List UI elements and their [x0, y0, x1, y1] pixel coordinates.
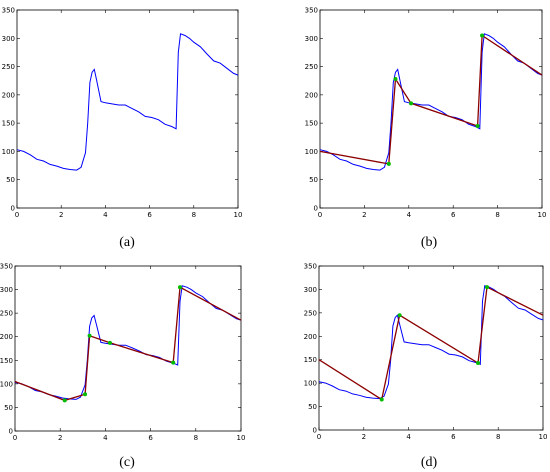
breakpoint-marker: [171, 360, 176, 365]
y-tick-label: 0: [11, 205, 15, 213]
breakpoint-marker: [397, 313, 402, 318]
x-tick-label: 0: [318, 211, 322, 219]
axes-frame: [319, 9, 543, 209]
panel-label: (c): [119, 455, 135, 470]
panel-4: 0 50 100 150 200 250 300 350 0 2 4 6 8 10 (d): [304, 263, 548, 471]
x-tick-label: 8: [192, 211, 196, 219]
fit-line: [319, 34, 543, 165]
breakpoint-marker: [177, 285, 182, 290]
y-tick-label: 0: [314, 205, 318, 213]
x-tick-label: 4: [407, 211, 412, 219]
breakpoint-marker: [475, 123, 480, 128]
y-tick-label: 50: [309, 176, 318, 184]
signal-line: [319, 33, 543, 171]
y-tick-label: 200: [304, 333, 317, 341]
panel-label: (b): [421, 235, 438, 250]
x-tick-label: 4: [103, 211, 108, 219]
x-tick-label: 10: [538, 211, 547, 219]
x-tick-label: 10: [237, 434, 246, 442]
axes-frame: [16, 9, 239, 209]
y-tick-label: 50: [4, 404, 13, 412]
y-tick-label: 350: [2, 7, 15, 15]
y-tick-label: 50: [308, 403, 317, 411]
x-tick-label: 2: [58, 434, 62, 442]
y-tick-label: 300: [2, 35, 15, 43]
y-tick-label: 350: [305, 7, 318, 15]
breakpoint-marker: [386, 161, 391, 166]
y-tick-label: 100: [2, 148, 15, 156]
x-tick-label: 6: [147, 211, 152, 219]
panel-3: 0 50 100 150 200 250 300 350 0 2 4 6 8 10 (c): [0, 263, 245, 471]
breakpoint-marker: [87, 333, 92, 338]
x-tick-label: 8: [496, 433, 500, 441]
y-tick-label: 100: [304, 380, 317, 388]
panel-label: (d): [421, 455, 438, 470]
fit-line: [14, 286, 242, 402]
y-tick-label: 0: [313, 427, 317, 435]
breakpoint-marker: [480, 33, 485, 38]
breakpoint-marker: [62, 398, 67, 403]
panel-1: 0 50 100 150 200 250 300 350 0 2 4 6 8 10 (a): [2, 7, 243, 251]
x-tick-label: 6: [451, 211, 456, 219]
y-tick-label: 300: [305, 35, 318, 43]
breakpoint-marker: [393, 77, 398, 82]
y-tick-label: 200: [2, 91, 15, 99]
x-tick-label: 2: [362, 211, 366, 219]
axes-frame: [318, 265, 544, 431]
x-tick-label: 8: [495, 211, 499, 219]
y-tick-label: 250: [305, 63, 318, 71]
y-tick-label: 350: [304, 263, 317, 271]
signal-line: [14, 285, 242, 400]
breakpoint-marker: [409, 101, 414, 106]
y-tick-label: 150: [305, 120, 318, 128]
y-tick-label: 0: [9, 428, 13, 436]
panel-label: (a): [119, 235, 135, 250]
y-tick-label: 300: [304, 286, 317, 294]
y-tick-label: 100: [0, 380, 13, 388]
x-tick-label: 10: [539, 433, 548, 441]
x-tick-label: 10: [234, 211, 243, 219]
x-tick-label: 2: [362, 433, 366, 441]
y-tick-label: 250: [0, 310, 13, 318]
y-tick-label: 250: [304, 309, 317, 317]
breakpoint-marker: [379, 397, 384, 402]
y-tick-label: 250: [2, 63, 15, 71]
x-tick-label: 6: [148, 434, 153, 442]
breakpoint-marker: [476, 360, 481, 365]
signal-line: [16, 33, 239, 171]
y-tick-label: 150: [0, 357, 13, 365]
y-tick-label: 350: [0, 263, 13, 271]
y-tick-label: 150: [2, 120, 15, 128]
x-tick-label: 0: [317, 433, 321, 441]
axes-frame: [14, 265, 242, 432]
fit-line: [318, 286, 544, 401]
x-tick-label: 0: [15, 211, 19, 219]
y-tick-label: 150: [304, 356, 317, 364]
breakpoint-marker: [485, 285, 489, 290]
x-tick-label: 4: [406, 433, 411, 441]
x-tick-label: 0: [13, 434, 17, 442]
x-tick-label: 2: [59, 211, 63, 219]
breakpoint-marker: [83, 392, 88, 397]
y-tick-label: 100: [305, 148, 318, 156]
y-tick-label: 300: [0, 286, 13, 294]
y-tick-label: 50: [6, 176, 15, 184]
y-tick-label: 200: [305, 91, 318, 99]
x-tick-label: 4: [103, 434, 108, 442]
x-tick-label: 6: [451, 433, 456, 441]
y-tick-label: 200: [0, 333, 13, 341]
panel-2: 0 50 100 150 200 250 300 350 0 2 4 6 8 10 (b): [305, 7, 547, 251]
breakpoint-marker: [107, 340, 112, 345]
x-tick-label: 8: [194, 434, 198, 442]
